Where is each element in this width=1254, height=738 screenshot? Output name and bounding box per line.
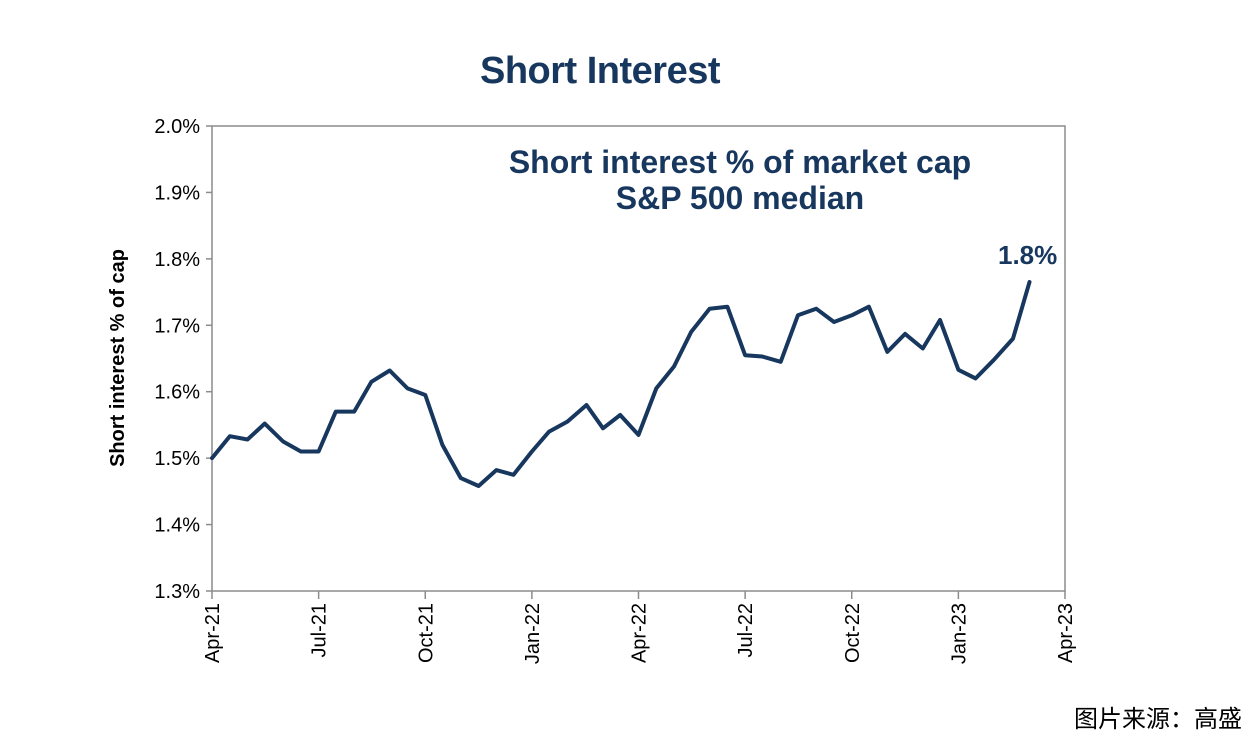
x-tick-label: Jan-22 <box>522 603 544 664</box>
y-axis-label: Short interest % of cap <box>107 249 129 467</box>
y-axis: 1.3% 1.4% 1.5% 1.6% 1.7% 1.8% 1.9% 2.0% <box>154 116 212 603</box>
y-tick-label: 1.7% <box>154 315 200 337</box>
y-tick-label: 1.6% <box>154 382 200 404</box>
y-tick-label: 1.3% <box>154 581 200 603</box>
subtitle-line-2: S&P 500 median <box>615 180 865 216</box>
x-axis: Apr-21 Jul-21 Oct-21 Jan-22 Apr-22 Jul-22 Oct-… <box>202 591 1077 664</box>
series-layer <box>210 280 1032 488</box>
series-line <box>210 280 1032 488</box>
x-tick-label: Jan-23 <box>948 603 970 664</box>
plot-frame <box>211 125 1066 592</box>
y-tick-label: 1.8% <box>154 249 200 271</box>
x-tick-label: Apr-21 <box>202 603 224 663</box>
x-tick-label: Apr-23 <box>1055 603 1077 663</box>
y-tick-label: 2.0% <box>154 116 200 138</box>
x-tick-label: Oct-21 <box>415 603 437 663</box>
x-tick-label: Jul-22 <box>735 603 757 657</box>
y-tick-label: 1.9% <box>154 182 200 204</box>
x-tick-label: Jul-21 <box>309 603 331 657</box>
subtitle-line-1: Short interest % of market cap <box>508 144 972 180</box>
y-tick-label: 1.5% <box>154 448 200 470</box>
x-tick-label: Oct-22 <box>842 603 864 663</box>
x-tick-label: Apr-22 <box>629 603 651 663</box>
y-tick-label: 1.4% <box>154 515 200 537</box>
chart-title: Short Interest <box>479 50 721 92</box>
chart-subtitle: Short interest % of market cap S&P 500 m… <box>440 144 1040 216</box>
image-source-caption: 图片来源：高盛 <box>1074 705 1242 733</box>
last-value-annotation: 1.8% <box>998 240 1058 270</box>
